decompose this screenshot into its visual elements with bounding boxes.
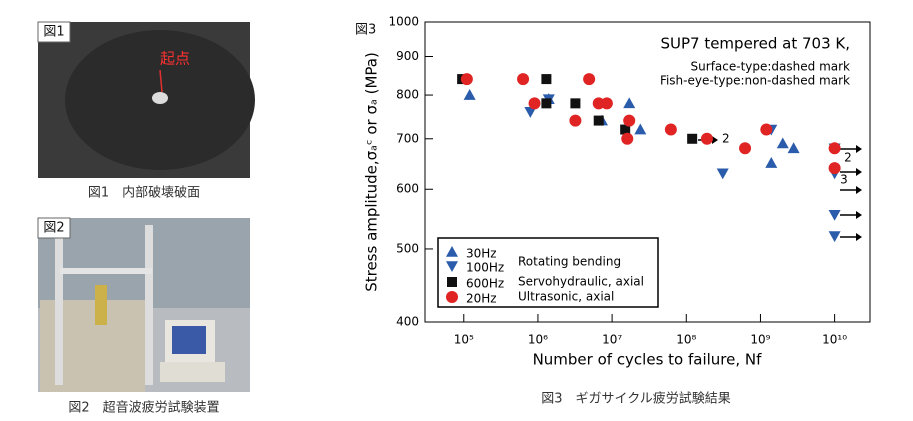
annotation: 2 [722, 132, 730, 146]
legend-note: Servohydraulic, axial [518, 275, 644, 289]
annotation: 3 [840, 173, 848, 187]
data-point [594, 116, 604, 126]
legend-label: 600Hz [466, 277, 504, 291]
figure-tag: 図1 [43, 25, 64, 40]
screen [172, 326, 206, 354]
figure-caption: 図1 内部破壊破面 [88, 185, 200, 201]
data-point [569, 115, 581, 127]
data-point [701, 133, 713, 145]
data-point [739, 142, 751, 154]
x-tick-label: 10⁶ [528, 333, 548, 347]
y-tick-label: 700 [396, 131, 419, 145]
x-tick-label: 10⁹ [750, 333, 770, 347]
x-tick-label: 10¹⁰ [822, 333, 847, 347]
x-tick-label: 10⁸ [676, 333, 696, 347]
y-tick-label: 600 [396, 182, 419, 196]
crossbar [60, 268, 152, 274]
y-tick-label: 400 [396, 315, 419, 329]
data-point [829, 162, 841, 174]
y-tick-label: 900 [396, 49, 419, 63]
data-point [541, 98, 551, 108]
data-point [541, 74, 551, 84]
legend-label: 30Hz [466, 247, 497, 261]
legend-marker [446, 291, 458, 303]
legend-label: 20Hz [466, 292, 497, 306]
figure-tag: 図2 [43, 221, 64, 236]
data-point [623, 115, 635, 127]
origin-spot [152, 92, 168, 104]
data-point [829, 142, 841, 154]
data-point [583, 73, 595, 85]
chart-title: SUP7 tempered at 703 K, [660, 35, 850, 53]
annotation: 2 [844, 151, 852, 165]
data-point [517, 73, 529, 85]
legend-note: Rotating bending [518, 255, 621, 269]
x-tick-label: 10⁵ [454, 333, 474, 347]
data-point [461, 73, 473, 85]
figure-sheet: 図1 起点 図1 内部破壊破面 図2 図2 超音波疲労試験装置 図3 SUP7 … [0, 0, 913, 421]
chart-subtitle: Surface-type:dashed mark [691, 60, 851, 74]
y-tick-label: 1000 [388, 15, 419, 29]
page: 図1 起点 図1 内部破壊破面 図2 図2 超音波疲労試験装置 図3 SUP7 … [0, 0, 913, 421]
figure-caption: 図2 超音波疲労試験装置 [68, 400, 219, 416]
frame-right [145, 225, 153, 385]
figure-caption: 図3 ギガサイクル疲労試験結果 [541, 391, 731, 407]
frame-left [55, 235, 63, 385]
y-tick-label: 500 [396, 241, 419, 255]
legend-marker [447, 277, 457, 287]
y-tick-label: 800 [396, 88, 419, 102]
legend-note: Ultrasonic, axial [518, 290, 614, 304]
y-axis-label: Stress amplitude,σₐᶜ or σₐ (MPa) [363, 52, 381, 292]
data-point [760, 124, 772, 136]
figure-tag: 図3 [355, 23, 376, 38]
legend-label: 100Hz [466, 261, 504, 275]
data-point [687, 134, 697, 144]
chart-subtitle: Fish-eye-type:non-dashed mark [660, 74, 850, 88]
x-axis-label: Number of cycles to failure, Nf [533, 351, 763, 369]
data-point [621, 133, 633, 145]
horn [95, 285, 107, 325]
data-point [529, 97, 541, 109]
data-point [665, 124, 677, 136]
data-point [570, 98, 580, 108]
x-tick-label: 10⁷ [602, 333, 622, 347]
data-point [601, 97, 613, 109]
pc [160, 362, 225, 382]
origin-label: 起点 [160, 50, 190, 68]
